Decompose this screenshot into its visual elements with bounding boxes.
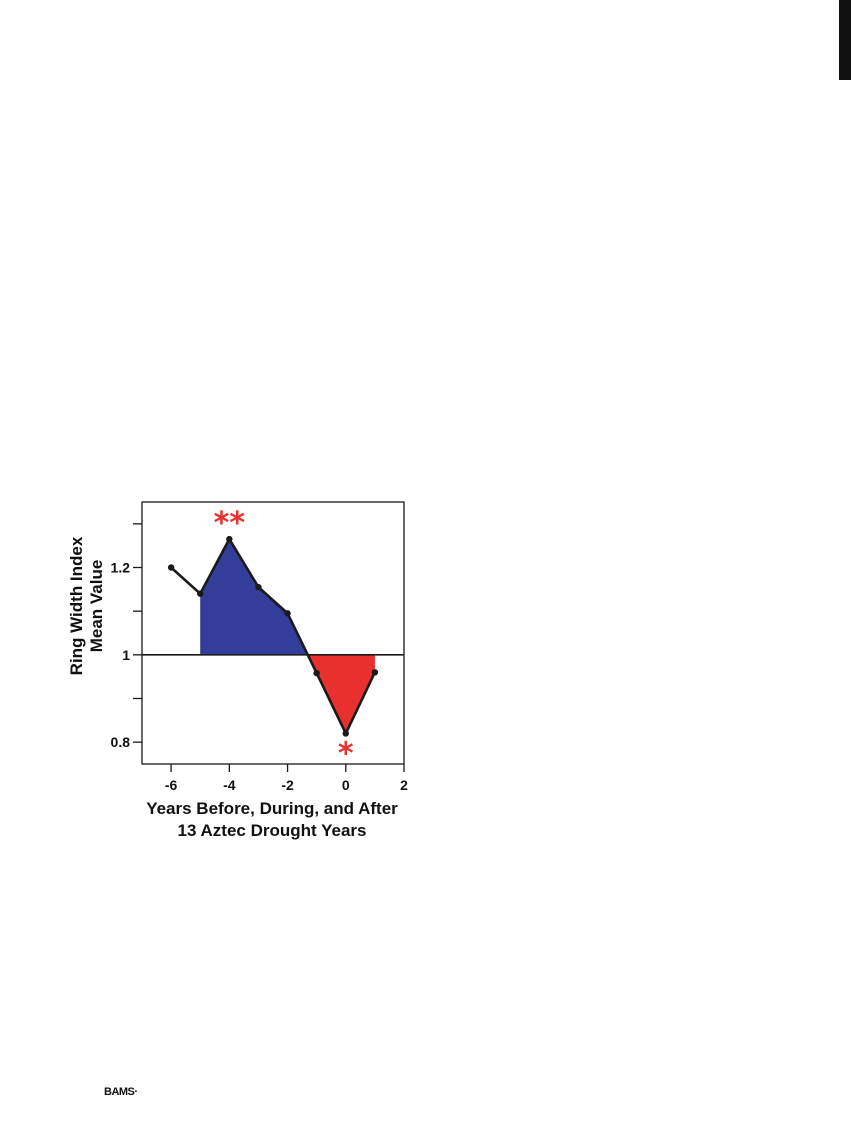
plot-frame [141, 501, 405, 765]
x-tick-label: 2 [400, 777, 408, 793]
series-line [170, 537, 377, 735]
data-point [197, 590, 204, 597]
x-tick-label: -6 [165, 777, 178, 793]
y-tick-label: 0.8 [111, 734, 131, 750]
negative-anomaly-fill [307, 654, 375, 734]
x-axis-ticks: -6 -4 -2 0 2 [165, 764, 408, 793]
y-tick-label: 1 [122, 647, 130, 663]
x-tick-label: 0 [342, 777, 350, 793]
data-point [313, 669, 320, 677]
significance-asterisk: ** [214, 506, 246, 541]
x-tick-label: -2 [281, 777, 294, 793]
chart-fills [200, 539, 375, 734]
x-tick-label: -4 [223, 777, 236, 793]
footer-mark: BAMS· [104, 1086, 138, 1098]
data-point [226, 535, 233, 543]
series-points [167, 535, 379, 737]
significance-annotations: *** [214, 506, 354, 771]
y-axis-title-line-1: Ring Width Index [67, 536, 86, 675]
y-axis-title-line-2: Mean Value [87, 560, 106, 653]
significance-asterisk: * [338, 736, 354, 771]
data-point [284, 610, 291, 617]
data-point [255, 583, 262, 591]
page-edge-bar [839, 0, 851, 80]
positive-anomaly-fill [200, 539, 308, 655]
data-point [167, 564, 175, 571]
data-point [342, 730, 349, 737]
x-axis-title-line-2: 13 Aztec Drought Years [178, 821, 367, 840]
y-tick-label: 1.2 [111, 560, 131, 576]
y-axis-ticks: 0.8 1 1.2 [111, 523, 142, 750]
data-point [371, 669, 379, 676]
x-axis-title-line-1: Years Before, During, and After [146, 799, 398, 818]
